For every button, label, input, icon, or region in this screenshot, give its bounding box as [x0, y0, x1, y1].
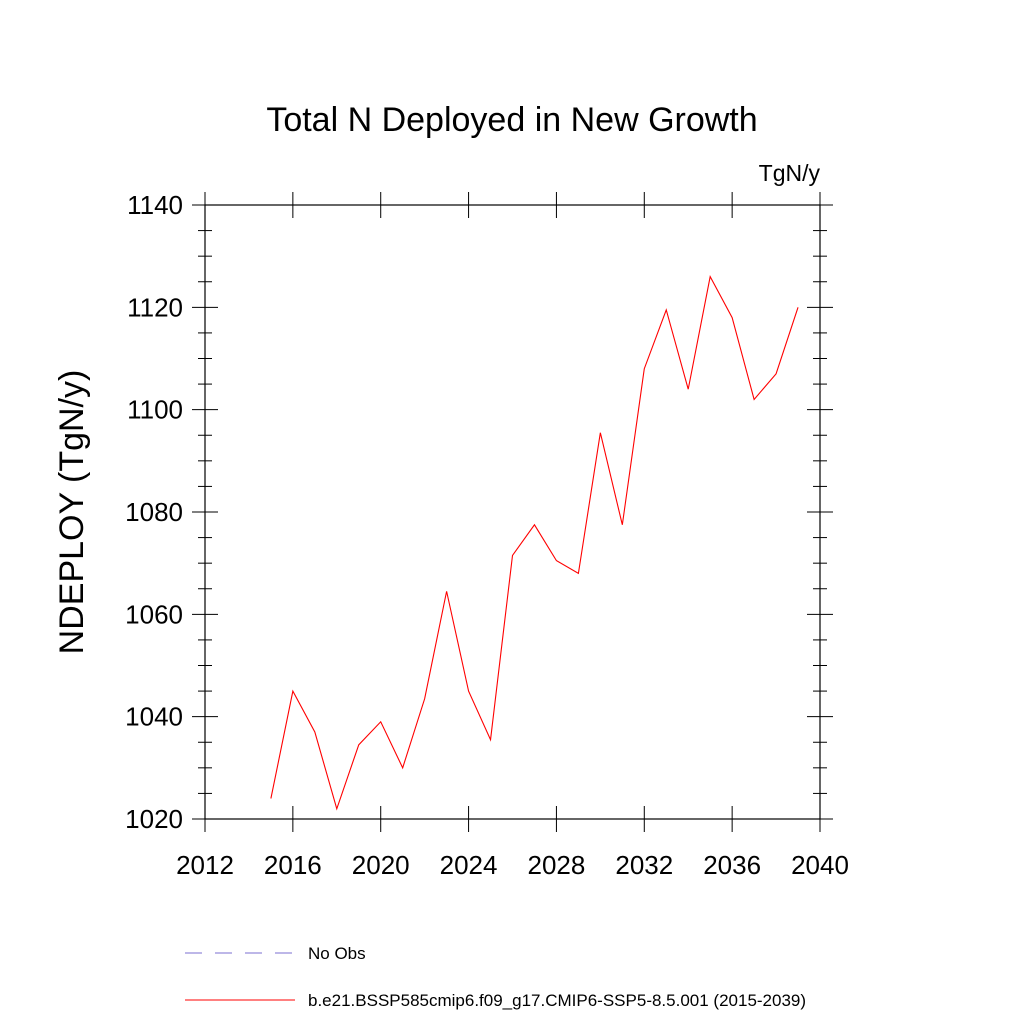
y-axis-label: NDEPLOY (TgN/y)	[53, 370, 91, 655]
data-point	[709, 276, 711, 278]
y-tick-label: 1080	[125, 497, 183, 527]
data-point	[270, 798, 272, 800]
x-axis-tick-labels: 2012 2016 2020 2024 2028 2032 2036 2040	[176, 850, 849, 880]
data-point	[380, 721, 382, 723]
x-tick-label: 2032	[615, 850, 673, 880]
y-tick-label: 1020	[125, 804, 183, 834]
y-tick-label: 1060	[125, 599, 183, 629]
data-point	[468, 690, 470, 692]
plot-frame	[204, 204, 821, 820]
data-point	[665, 309, 667, 311]
data-point	[643, 368, 645, 370]
series-line	[270, 275, 799, 811]
x-tick-label: 2012	[176, 850, 234, 880]
data-point	[490, 739, 492, 741]
x-tick-label: 2028	[528, 850, 586, 880]
data-point	[512, 554, 514, 556]
legend-no-obs-label: No Obs	[308, 944, 366, 963]
x-tick-label: 2036	[703, 850, 761, 880]
y-axis-ticks	[192, 204, 833, 820]
x-tick-label: 2024	[440, 850, 498, 880]
series-layer	[270, 275, 799, 811]
data-point	[446, 590, 448, 592]
legend-series-label: b.e21.BSSP585cmip6.f09_g17.CMIP6-SSP5-8.…	[308, 991, 806, 1010]
data-point	[775, 373, 777, 375]
data-point	[621, 524, 623, 526]
y-tick-label: 1100	[127, 395, 183, 425]
data-point	[292, 690, 294, 692]
y-tick-label: 1040	[125, 702, 183, 732]
x-tick-label: 2020	[352, 850, 410, 880]
x-tick-label: 2040	[791, 850, 849, 880]
data-point	[687, 388, 689, 390]
data-point	[336, 808, 338, 810]
data-point	[402, 767, 404, 769]
y-axis-tick-labels: 1020 1040 1060 1080 1100 1120 1140	[125, 190, 183, 834]
y-tick-label: 1140	[127, 190, 183, 220]
data-point	[599, 432, 601, 434]
data-point	[753, 398, 755, 400]
data-point	[314, 731, 316, 733]
data-point	[555, 560, 557, 562]
x-axis-ticks	[204, 192, 821, 832]
units-label: TgN/y	[759, 160, 821, 186]
data-point	[731, 317, 733, 319]
legend: No Obs b.e21.BSSP585cmip6.f09_g17.CMIP6-…	[185, 944, 806, 1010]
data-point	[533, 524, 535, 526]
x-tick-label: 2016	[264, 850, 322, 880]
data-point	[358, 744, 360, 746]
data-point	[797, 306, 799, 308]
y-tick-label: 1120	[127, 292, 183, 322]
data-point	[577, 572, 579, 574]
data-point	[424, 698, 426, 700]
chart-title: Total N Deployed in New Growth	[266, 101, 757, 139]
